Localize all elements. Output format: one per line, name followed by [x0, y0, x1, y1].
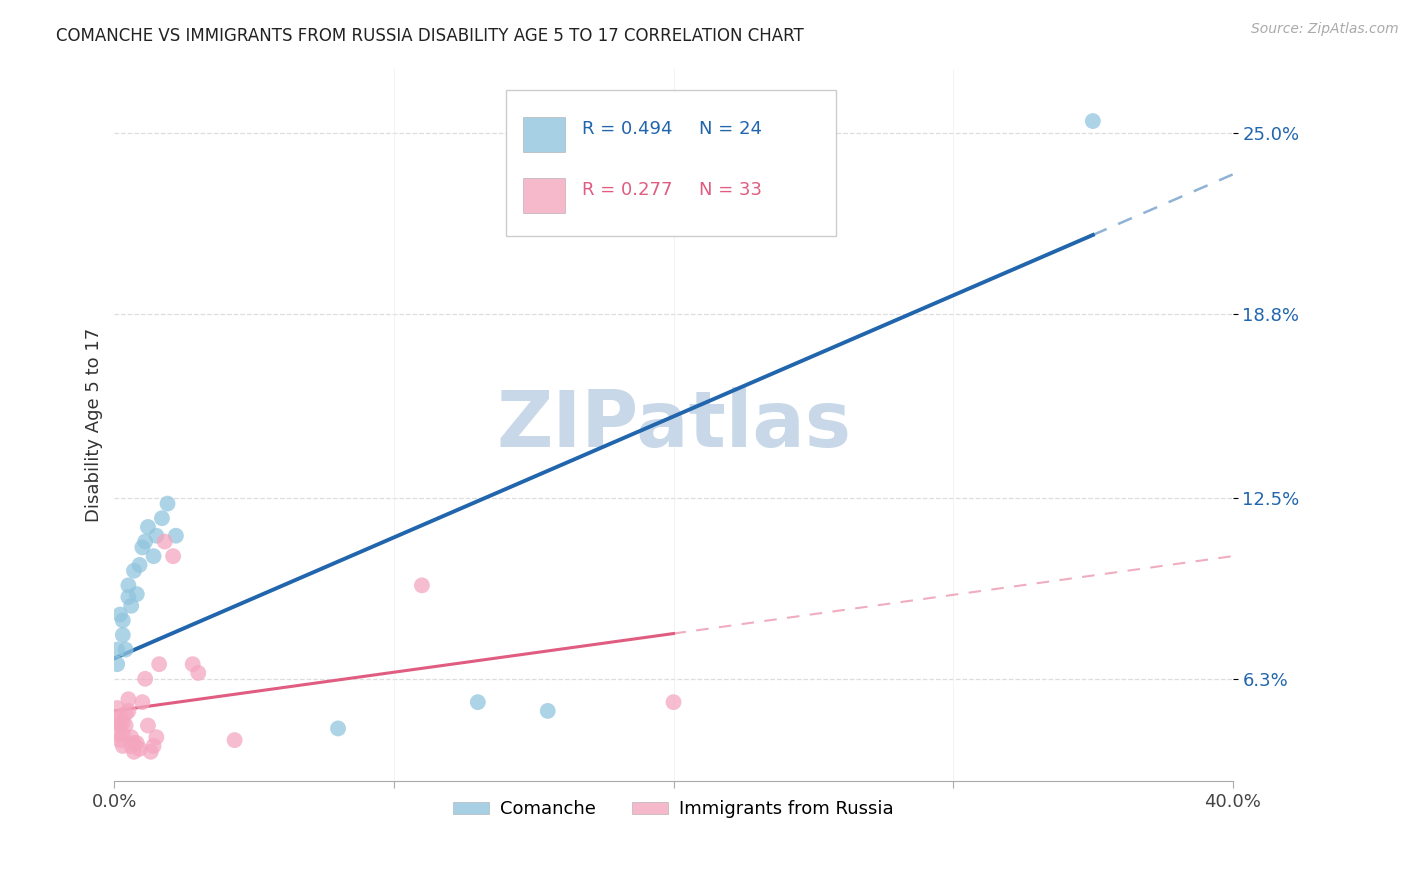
Point	[122, 736, 145, 750]
Point	[136, 520, 159, 534]
Point	[108, 733, 131, 747]
Point	[181, 657, 204, 672]
Point	[136, 718, 159, 732]
Point	[1081, 114, 1104, 128]
Point	[139, 745, 162, 759]
Point	[114, 718, 136, 732]
Point	[122, 564, 145, 578]
Point	[467, 695, 489, 709]
Point	[117, 704, 139, 718]
Point	[108, 607, 131, 622]
Point	[128, 558, 150, 572]
Text: ZIPatlas: ZIPatlas	[496, 387, 851, 463]
Point	[125, 587, 148, 601]
Point	[120, 730, 142, 744]
Text: N = 24: N = 24	[699, 120, 762, 138]
Point	[153, 534, 176, 549]
Point	[145, 529, 167, 543]
Point	[120, 739, 142, 753]
Point	[125, 736, 148, 750]
Text: R = 0.494: R = 0.494	[582, 120, 672, 138]
Text: Source: ZipAtlas.com: Source: ZipAtlas.com	[1251, 22, 1399, 37]
Point	[114, 642, 136, 657]
Point	[162, 549, 184, 563]
Point	[117, 692, 139, 706]
FancyBboxPatch shape	[523, 178, 565, 212]
Point	[122, 745, 145, 759]
Point	[108, 710, 131, 724]
Point	[134, 672, 156, 686]
Point	[105, 727, 128, 741]
Y-axis label: Disability Age 5 to 17: Disability Age 5 to 17	[86, 327, 103, 522]
Point	[105, 642, 128, 657]
Point	[165, 529, 187, 543]
Point	[111, 727, 134, 741]
Point	[108, 718, 131, 732]
Text: N = 33: N = 33	[699, 180, 762, 199]
Point	[117, 590, 139, 604]
Point	[128, 742, 150, 756]
Text: R = 0.277: R = 0.277	[582, 180, 672, 199]
Point	[111, 739, 134, 753]
Point	[326, 722, 349, 736]
Point	[224, 733, 246, 747]
FancyBboxPatch shape	[523, 118, 565, 152]
Point	[111, 614, 134, 628]
Point	[131, 541, 153, 555]
Point	[662, 695, 685, 709]
Point	[117, 578, 139, 592]
Point	[120, 599, 142, 613]
Point	[537, 704, 560, 718]
Point	[105, 715, 128, 730]
Point	[150, 511, 173, 525]
Point	[105, 657, 128, 672]
Text: COMANCHE VS IMMIGRANTS FROM RUSSIA DISABILITY AGE 5 TO 17 CORRELATION CHART: COMANCHE VS IMMIGRANTS FROM RUSSIA DISAB…	[56, 27, 804, 45]
Point	[114, 706, 136, 721]
Point	[142, 739, 165, 753]
Point	[148, 657, 170, 672]
Point	[411, 578, 433, 592]
Point	[156, 497, 179, 511]
Point	[145, 730, 167, 744]
Point	[111, 628, 134, 642]
Point	[105, 701, 128, 715]
Point	[131, 695, 153, 709]
Point	[134, 534, 156, 549]
FancyBboxPatch shape	[506, 90, 835, 236]
Legend: Comanche, Immigrants from Russia: Comanche, Immigrants from Russia	[446, 793, 901, 825]
Point	[142, 549, 165, 563]
Point	[111, 715, 134, 730]
Point	[187, 665, 209, 680]
